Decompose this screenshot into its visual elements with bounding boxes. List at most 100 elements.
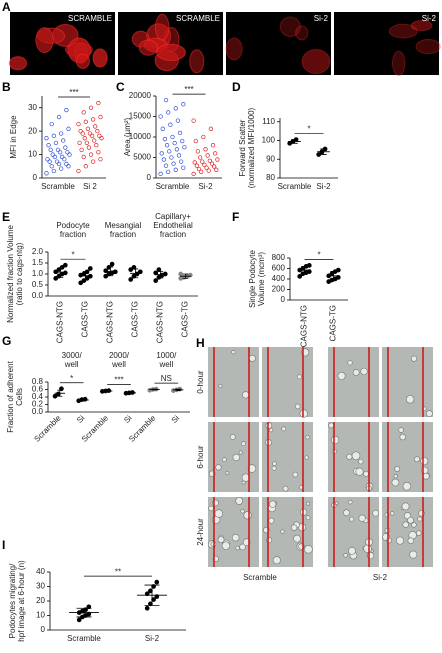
cell (425, 410, 433, 418)
significance-label: * (317, 250, 320, 259)
cell (235, 545, 240, 551)
data-point (44, 136, 49, 141)
data-point (168, 122, 173, 127)
cell (265, 422, 273, 429)
data-point (131, 265, 137, 270)
data-point (67, 152, 72, 157)
data-point (191, 171, 196, 177)
significance-label: *** (184, 85, 193, 94)
x-tick-label: CAGS-NTG (156, 301, 165, 343)
cell (75, 53, 90, 69)
y-tick-label: 0 (281, 295, 286, 304)
cell (222, 457, 227, 462)
error-bar (128, 392, 134, 394)
data-point (81, 278, 87, 283)
y-tick-label: 90 (266, 154, 275, 163)
data-point (52, 154, 58, 160)
cell (208, 505, 214, 512)
data-point (99, 136, 104, 141)
data-point (58, 166, 64, 171)
cell (272, 461, 277, 466)
cell (247, 464, 257, 473)
cell (407, 537, 415, 544)
y-tick-label: 20 (28, 126, 37, 135)
cell (407, 516, 414, 524)
cell (394, 466, 401, 472)
cell (225, 37, 243, 61)
cell (347, 360, 353, 366)
data-point (87, 266, 93, 271)
group-label: well (158, 360, 173, 369)
data-point (137, 269, 143, 275)
cell (391, 478, 400, 487)
cell (239, 543, 246, 551)
cell (281, 426, 287, 432)
cell (304, 455, 309, 460)
data-point (181, 165, 186, 170)
data-point (76, 168, 81, 174)
error-bar (80, 398, 87, 402)
panel-letter: H (196, 336, 205, 350)
data-point (47, 159, 52, 164)
cell (393, 474, 398, 479)
data-point (88, 152, 94, 157)
cell (391, 50, 406, 77)
data-point (51, 168, 56, 174)
cell (402, 521, 409, 528)
cell (231, 533, 240, 542)
cell (295, 25, 309, 41)
column-label: Scramble (243, 573, 277, 582)
cell (138, 39, 159, 56)
cell (282, 485, 289, 492)
micrograph (382, 347, 433, 417)
data-point (161, 157, 167, 162)
error-bar (144, 584, 160, 606)
cell (352, 369, 360, 376)
data-point (85, 126, 91, 131)
cell (217, 536, 225, 544)
cell (215, 464, 222, 471)
data-point (57, 150, 63, 155)
data-point (191, 118, 196, 123)
cell (402, 482, 412, 491)
cell (417, 516, 423, 522)
data-point (180, 138, 185, 144)
cell (238, 450, 243, 455)
image-caption: SCRAMBLE (68, 14, 112, 23)
y-tick-label: 1.0 (32, 269, 44, 278)
panel-letter: B (2, 80, 11, 94)
x-tick-label: Si (170, 413, 182, 425)
data-point (167, 149, 172, 154)
significance-label: ** (115, 567, 121, 576)
data-point (163, 163, 169, 168)
data-point (62, 262, 68, 268)
x-tick-label: CAGS-TG (131, 301, 140, 337)
group-label: Endothelial (153, 221, 193, 230)
data-point (78, 128, 83, 134)
image-caption: Si-2 (422, 14, 437, 23)
cell (241, 441, 246, 447)
cell (268, 517, 275, 524)
y-axis-label: Fraction of adherent (6, 360, 15, 432)
data-point (171, 161, 176, 166)
data-point (200, 159, 205, 164)
data-point (90, 117, 96, 122)
panel-letter: E (2, 210, 10, 224)
data-point (81, 110, 86, 115)
cell (271, 465, 277, 471)
error-bar (320, 148, 327, 155)
x-tick-label: CAGS-NTG (106, 301, 115, 343)
data-point (164, 143, 170, 148)
group-label: fraction (110, 230, 136, 239)
cell (401, 502, 410, 511)
error-bar (104, 390, 110, 392)
cell (155, 43, 186, 62)
cell (269, 500, 277, 508)
data-point (88, 105, 94, 110)
micrograph (208, 497, 259, 567)
cell (242, 391, 250, 399)
data-point (192, 160, 197, 165)
cell (422, 472, 430, 480)
x-tick-label: Si-2 (198, 182, 213, 191)
cell (358, 458, 364, 465)
